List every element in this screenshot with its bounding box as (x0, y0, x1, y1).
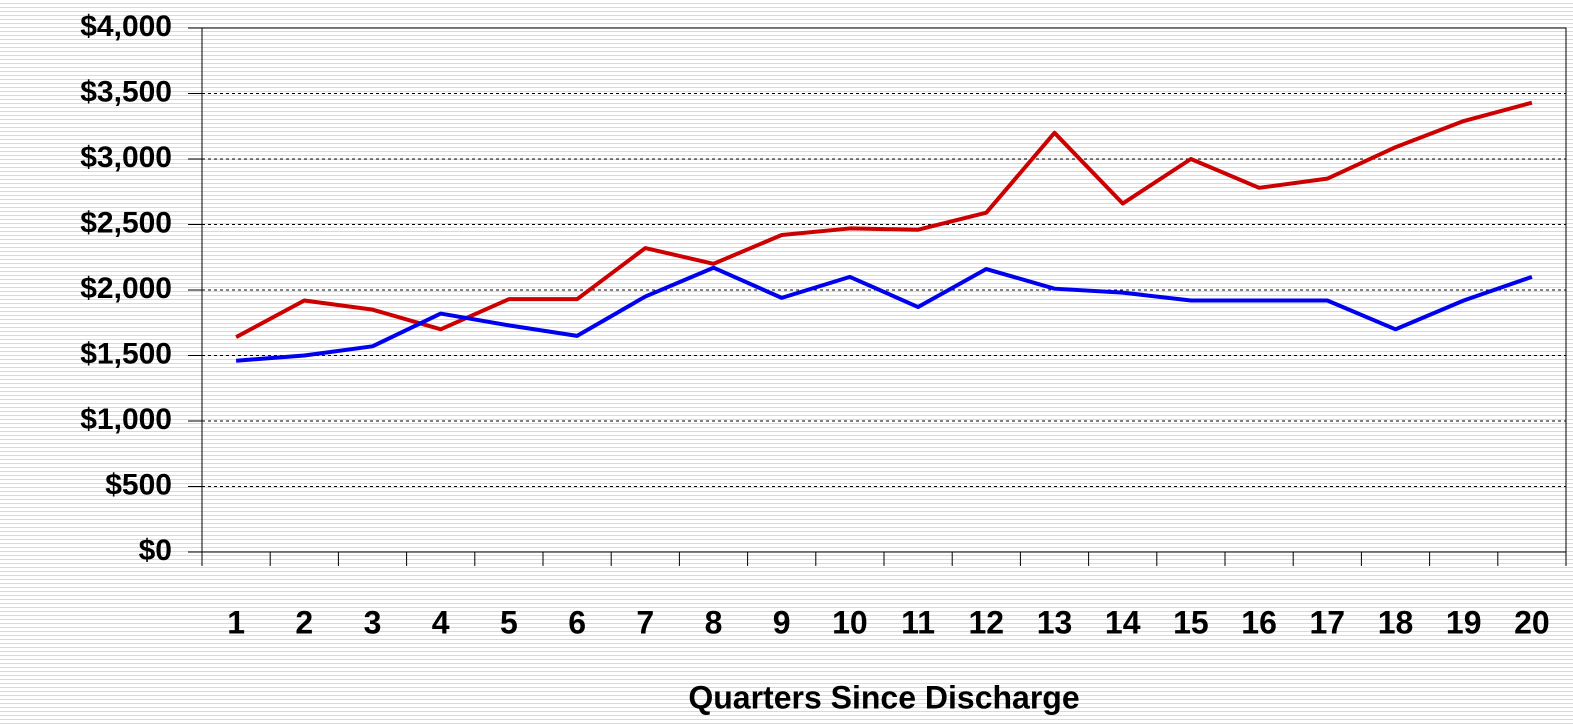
y-tick-label: $2,500 (80, 206, 172, 239)
x-tick-label: 9 (773, 604, 791, 640)
x-tick-label: 16 (1241, 604, 1277, 640)
x-axis-label: Quarters Since Discharge (688, 679, 1079, 715)
x-tick-label: 2 (295, 604, 313, 640)
x-tick-label: 3 (364, 604, 382, 640)
y-tick-label: $1,500 (80, 337, 172, 370)
x-tick-label: 4 (432, 604, 450, 640)
x-tick-label: 8 (705, 604, 723, 640)
x-tick-label: 19 (1446, 604, 1482, 640)
series-line (235, 265, 1533, 363)
y-tick-label: $3,500 (80, 75, 172, 108)
x-tick-label: 17 (1310, 604, 1346, 640)
y-tick-label: $500 (105, 468, 172, 501)
y-tick-label: $3,000 (80, 141, 172, 174)
x-tick-label: 5 (500, 604, 518, 640)
x-tick-label: 11 (901, 604, 935, 640)
x-tick-label: 7 (636, 604, 654, 640)
x-tick-label: 12 (969, 604, 1005, 640)
y-tick-label: $0 (139, 534, 172, 567)
x-tick-label: 20 (1514, 604, 1550, 640)
x-tick-label: 14 (1105, 604, 1141, 640)
y-tick-label: $1,000 (80, 403, 172, 436)
y-tick-label: $4,000 (80, 10, 172, 43)
series-line (235, 100, 1533, 339)
y-tick-label: $2,000 (80, 272, 172, 305)
x-tick-label: 1 (227, 604, 245, 640)
x-tick-label: 6 (568, 604, 586, 640)
x-tick-label: 18 (1378, 604, 1414, 640)
x-tick-label: 10 (832, 604, 868, 640)
x-tick-label: 15 (1173, 604, 1209, 640)
x-tick-label: 13 (1037, 604, 1073, 640)
